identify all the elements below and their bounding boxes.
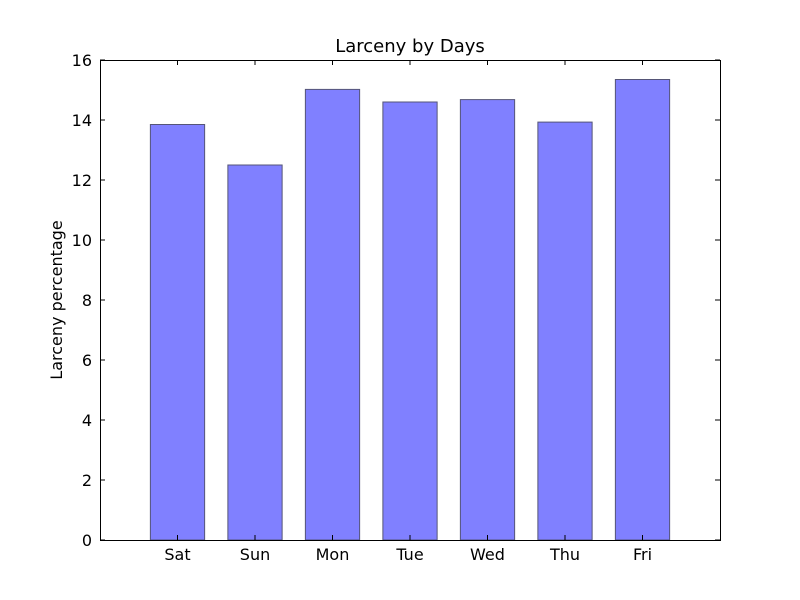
x-tick-label: Sun <box>240 545 270 564</box>
y-axis-label: Larceny percentage <box>47 220 66 379</box>
y-tick-label: 0 <box>82 531 92 550</box>
bar-mon <box>304 88 361 541</box>
y-tick-label: 10 <box>72 231 92 250</box>
y-tick-label: 6 <box>82 351 92 370</box>
y-tick-label: 4 <box>82 411 92 430</box>
x-tick-label: Tue <box>395 545 423 564</box>
y-tick-label: 14 <box>72 111 92 130</box>
bar-thu <box>537 121 593 541</box>
x-tick-label: Thu <box>549 545 580 564</box>
x-tick-label: Wed <box>470 545 505 564</box>
chart-title: Larceny by Days <box>335 36 485 57</box>
bar-tue <box>382 101 438 541</box>
ticks-layer: Sat Sun Mon Tue Wed Thu Fri 0 2 4 6 8 10 12 14 16 <box>72 51 720 564</box>
bar-sat <box>149 124 206 541</box>
y-tick-label: 12 <box>72 171 92 190</box>
y-tick-label: 2 <box>82 471 92 490</box>
x-tick-label: Sat <box>164 545 190 564</box>
y-tick-label: 8 <box>82 291 92 310</box>
plot-area-frame <box>100 60 721 541</box>
x-tick-label: Fri <box>633 545 652 564</box>
bar-wed <box>459 99 516 541</box>
bar-fri <box>614 79 671 541</box>
y-tick-label: 16 <box>72 51 92 70</box>
x-tick-label: Mon <box>316 545 350 564</box>
bar-sun <box>227 164 283 541</box>
bars-layer <box>149 79 671 541</box>
